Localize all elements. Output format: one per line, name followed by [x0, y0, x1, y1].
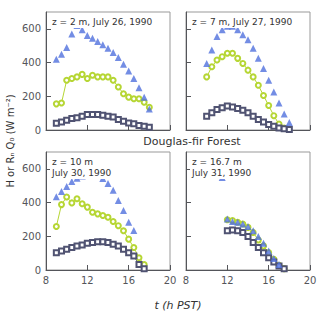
svg-text:20: 20 [304, 275, 317, 286]
svg-text:July 30, 1990: July 30, 1990 [51, 168, 111, 178]
svg-text:8: 8 [183, 275, 189, 286]
svg-text:0: 0 [35, 265, 41, 276]
svg-text:12: 12 [81, 275, 94, 286]
svg-text:600: 600 [22, 163, 41, 174]
svg-text:16: 16 [262, 275, 275, 286]
svg-text:20: 20 [164, 275, 177, 286]
svg-text:July 31, 1990: July 31, 1990 [191, 168, 251, 178]
svg-text:12: 12 [221, 275, 234, 286]
svg-text:Douglas-fir Forest: Douglas-fir Forest [143, 135, 241, 148]
svg-text:200: 200 [22, 231, 41, 242]
svg-text:200: 200 [22, 91, 41, 102]
svg-text:z = 7 m, July 27, 1990: z = 7 m, July 27, 1990 [192, 17, 292, 27]
svg-text:8: 8 [43, 275, 49, 286]
svg-text:t (h PST): t (h PST) [154, 299, 201, 312]
svg-text:0: 0 [35, 125, 41, 136]
svg-text:400: 400 [22, 197, 41, 208]
svg-text:z = 2 m, July 26, 1990: z = 2 m, July 26, 1990 [52, 17, 152, 27]
svg-text:600: 600 [22, 23, 41, 34]
svg-text:16: 16 [122, 275, 135, 286]
svg-text:400: 400 [22, 57, 41, 68]
svg-text:H or Rₙ Q₀ (W m⁻²): H or Rₙ Q₀ (W m⁻²) [5, 94, 16, 187]
svg-text:z = 10 m: z = 10 m [52, 157, 93, 167]
svg-text:z = 16.7 m: z = 16.7 m [192, 157, 242, 167]
